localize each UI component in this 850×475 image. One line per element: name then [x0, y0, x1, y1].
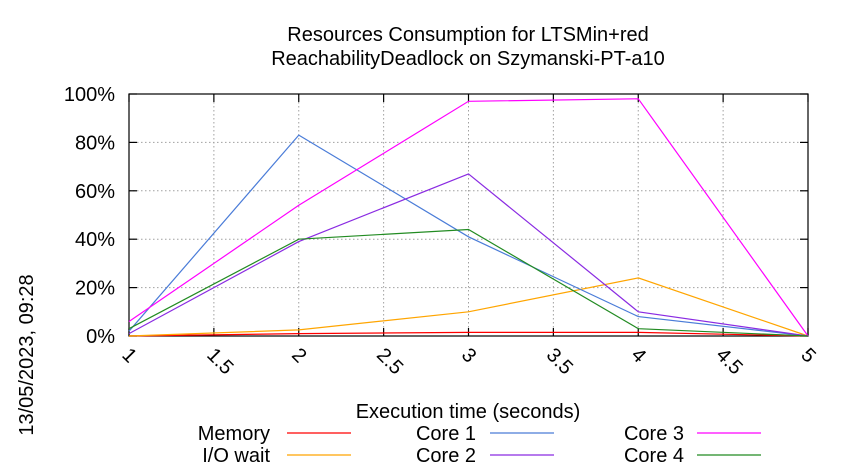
legend-label: Memory — [198, 423, 270, 445]
series-i-o-wait — [128, 277, 809, 337]
series-line — [128, 331, 809, 337]
x-axis-label: Execution time (seconds) — [356, 401, 581, 423]
y-tick-label: 100% — [64, 84, 115, 106]
series-line — [128, 228, 809, 337]
x-tick-label: 1 — [117, 344, 140, 367]
chart-subtitle: ReachabilityDeadlock on Szymanski-PT-a10 — [271, 48, 665, 70]
legend-item: Core 2 — [416, 445, 554, 467]
x-tick-label: 2 — [287, 344, 310, 367]
series-core-4 — [128, 228, 809, 337]
chart-title: Resources Consumption for LTSMin+red — [287, 24, 648, 46]
legend-label: Core 2 — [416, 445, 476, 467]
legend-item: Core 3 — [624, 423, 761, 445]
y-tick-label: 40% — [75, 229, 115, 251]
x-tick-label: 5 — [796, 344, 819, 367]
y-axis-ticks: 0% 20% 40% 60% 80% 100% — [64, 84, 808, 348]
series-line — [128, 134, 809, 337]
legend-item: Core 4 — [624, 445, 761, 467]
legend-label: I/O wait — [202, 445, 270, 467]
x-tick-label: 3.5 — [542, 344, 577, 379]
legend-label: Core 1 — [416, 423, 476, 445]
x-tick-label: 3 — [457, 344, 480, 367]
y-tick-label: 80% — [75, 132, 115, 154]
series-core-2 — [128, 173, 809, 337]
y-tick-label: 20% — [75, 278, 115, 300]
series-core-1 — [128, 134, 809, 337]
x-tick-label: 4 — [627, 344, 650, 367]
series-core-3 — [128, 98, 809, 337]
x-tick-label: 1.5 — [202, 344, 237, 379]
series-line — [128, 98, 809, 337]
legend-item: Memory — [198, 423, 351, 445]
grid — [129, 94, 808, 336]
x-tick-label: 4.5 — [712, 344, 747, 379]
x-tick-label: 2.5 — [372, 344, 407, 379]
legend-item: I/O wait — [202, 445, 351, 467]
series-line — [128, 277, 809, 337]
legend-label: Core 3 — [624, 423, 684, 445]
timestamp-label: 13/05/2023, 09:28 — [16, 274, 38, 435]
legend-label: Core 4 — [624, 445, 684, 467]
series-line — [128, 173, 809, 337]
y-tick-label: 60% — [75, 181, 115, 203]
y-tick-label: 0% — [86, 326, 115, 348]
legend-item: Core 1 — [416, 423, 554, 445]
series-memory — [128, 331, 809, 337]
series — [128, 98, 809, 337]
